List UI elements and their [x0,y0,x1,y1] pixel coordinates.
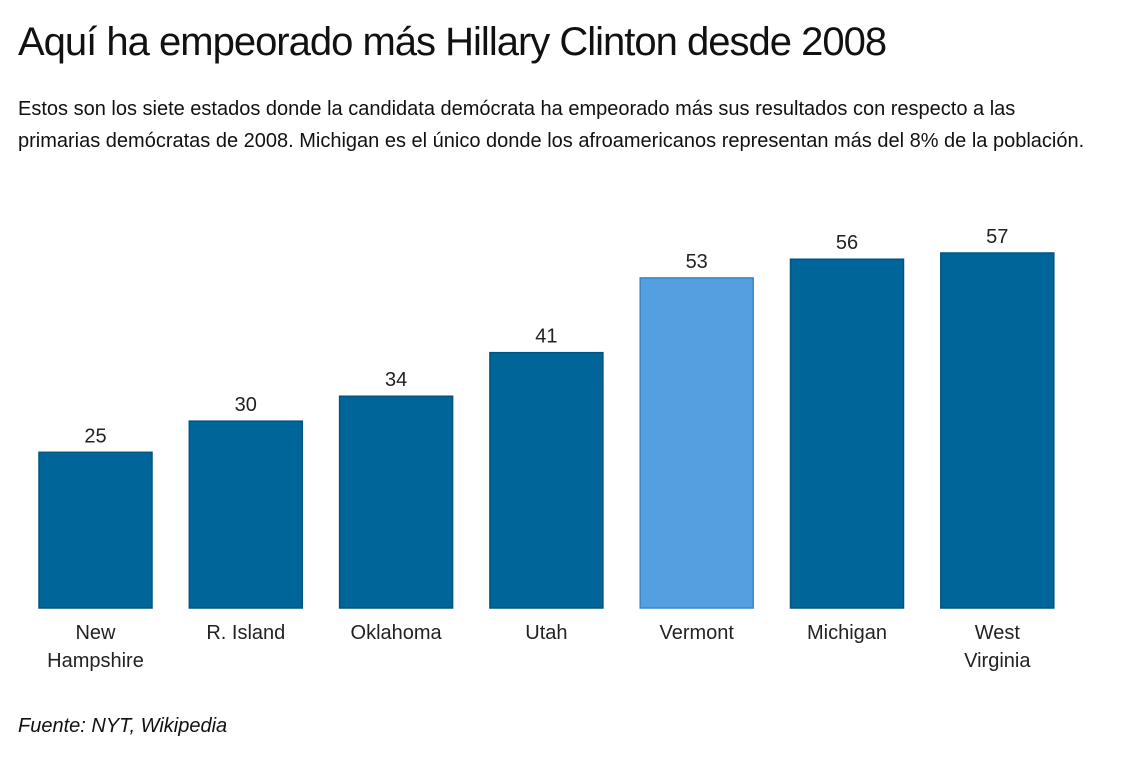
bar [338,395,454,609]
data-label: 53 [686,251,708,273]
category-label: Utah [525,622,567,644]
data-label: 57 [986,226,1008,248]
category-label: Michigan [807,622,887,644]
source-note: Fuente: NYT, Wikipedia [18,715,228,737]
bar [489,351,604,609]
data-label: 56 [836,232,858,254]
bar [188,420,304,609]
data-label: 30 [235,394,257,416]
category-label: Vermont [659,622,734,644]
category-label: Oklahoma [351,622,443,644]
data-label: 34 [385,369,407,391]
bar [940,252,1055,609]
data-label: 25 [84,425,106,447]
data-label: 41 [535,326,557,348]
category-label: R. Island [206,622,285,644]
category-label: New Hampshire [47,622,144,672]
category-label: West Virginia [964,622,1031,672]
bars-group: 25 New Hampshire 30 R. Island 34 Oklahoma 41 Uta… [38,226,1055,672]
bar [38,451,153,609]
chart-subtitle: Estos son los siete estados donde la can… [18,98,1085,152]
chart-title: Aquí ha empeorado más Hillary Clinton de… [18,20,887,64]
bar [789,258,905,609]
bar [639,277,754,609]
